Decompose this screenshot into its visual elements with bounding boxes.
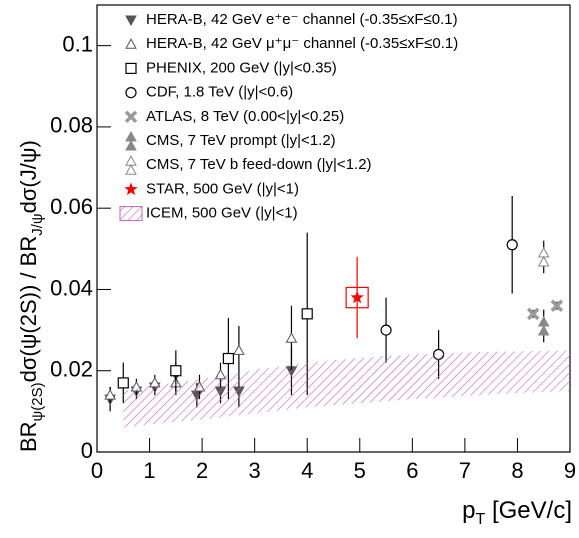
y-tick-label: 0.06 [50, 194, 93, 219]
marker-shape [537, 324, 550, 336]
marker [350, 290, 364, 304]
marker [537, 315, 550, 336]
marker-shape [170, 365, 182, 377]
marker [301, 308, 313, 320]
marker [124, 182, 138, 196]
y-tick-label: 0 [81, 438, 93, 463]
marker [125, 62, 137, 75]
marker-shape [117, 377, 129, 389]
marker-shape [125, 130, 137, 142]
marker-shape [222, 352, 234, 365]
marker [117, 377, 129, 389]
marker [170, 365, 182, 377]
legend-swatch [119, 206, 143, 222]
legend-label: HERA-B, 42 GeV μ⁺μ⁻ channel (-0.35≤xF≤0.… [146, 35, 458, 52]
marker-shape [125, 164, 137, 175]
marker [125, 155, 137, 175]
legend-label: CMS, 7 TeV b feed-down (|y|<1.2) [146, 156, 372, 173]
legend-label: ATLAS, 8 TeV (0.00<|y|<0.25) [146, 108, 344, 125]
marker [380, 324, 392, 336]
marker [537, 246, 550, 267]
marker [125, 38, 137, 49]
y-axis-label: BRψ(2S)dσ(ψ(2S)) / BRJ/ψdσ(J/ψ) [16, 140, 46, 452]
x-tick-label: 6 [406, 458, 418, 483]
marker-shape [124, 110, 138, 124]
marker-shape [537, 246, 550, 258]
x-tick-label: 9 [564, 458, 576, 483]
x-tick-label: 7 [459, 458, 471, 483]
marker [550, 299, 564, 312]
marker-shape [104, 389, 116, 400]
marker [506, 239, 518, 251]
legend-label: STAR, 500 GeV (|y|<1) [146, 180, 299, 197]
x-tick-label: 3 [249, 458, 261, 483]
marker-shape [506, 239, 518, 251]
x-tick-label: 0 [91, 458, 103, 483]
legend-label: PHENIX, 200 GeV (|y|<0.35) [146, 59, 337, 76]
legend-label: HERA-B, 42 GeV e⁺e⁻ channel (-0.35≤xF≤0.… [146, 11, 458, 28]
marker-shape [380, 324, 392, 336]
x-tick-label: 4 [301, 458, 313, 483]
sys-box [345, 286, 369, 309]
legend-label: CDF, 1.8 TeV (|y|<0.6) [146, 84, 293, 101]
marker-shape [537, 255, 550, 267]
x-axis-label: pT [GeV/c] [462, 497, 572, 528]
marker [222, 352, 234, 365]
frame [96, 4, 571, 453]
marker [124, 110, 138, 124]
legend-label: ICEM, 500 GeV (|y|<1) [146, 205, 298, 222]
marker-shape [124, 182, 138, 196]
marker [125, 86, 137, 99]
marker-shape [125, 155, 137, 166]
y-tick-label: 0.1 [62, 31, 93, 56]
marker-shape [526, 307, 540, 321]
y-tick-label: 0.02 [50, 357, 93, 382]
marker [104, 389, 116, 400]
y-tick-label: 0.08 [50, 113, 93, 138]
model-band [123, 350, 571, 428]
marker-shape [550, 299, 564, 312]
x-tick-label: 8 [511, 458, 523, 483]
marker [125, 130, 137, 151]
marker [526, 307, 540, 321]
marker-shape [125, 86, 137, 99]
marker [233, 344, 245, 355]
x-tick-label: 5 [354, 458, 366, 483]
y-tick-label: 0.04 [50, 275, 93, 300]
x-tick-label: 2 [196, 458, 208, 483]
x-tick-label: 1 [143, 458, 155, 483]
marker-shape [233, 344, 245, 355]
marker-shape [285, 332, 298, 343]
marker-shape [125, 38, 137, 49]
marker-shape [350, 290, 364, 304]
legend-label: CMS, 7 TeV prompt (|y|<1.2) [146, 132, 336, 149]
marker-shape [537, 315, 550, 327]
marker-shape [125, 139, 137, 151]
marker [125, 15, 137, 27]
marker-shape [125, 62, 137, 75]
marker [285, 332, 298, 343]
marker-shape [301, 308, 313, 320]
marker-shape [125, 15, 137, 27]
